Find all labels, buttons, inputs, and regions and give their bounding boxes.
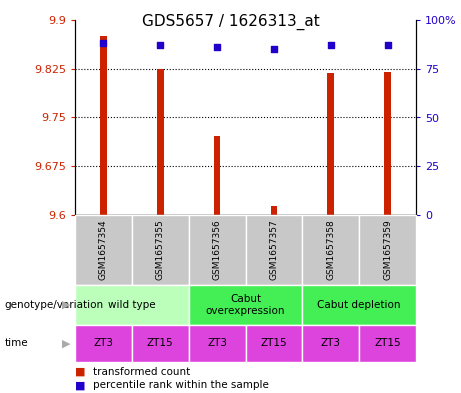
Text: time: time (5, 338, 28, 349)
Text: ZT3: ZT3 (207, 338, 227, 349)
Text: GSM1657356: GSM1657356 (213, 220, 222, 280)
Bar (327, 73, 334, 215)
Point (327, 42, 334, 48)
Point (213, 44, 221, 50)
Text: transformed count: transformed count (94, 367, 191, 377)
Text: GSM1657358: GSM1657358 (326, 220, 335, 280)
Text: ZT3: ZT3 (321, 338, 341, 349)
Bar (271, 206, 278, 215)
Text: ZT15: ZT15 (260, 338, 287, 349)
Text: ZT15: ZT15 (147, 338, 173, 349)
Text: ■: ■ (75, 380, 85, 390)
Text: ■: ■ (75, 367, 85, 377)
Text: ▶: ▶ (62, 300, 71, 310)
Bar (100, 36, 107, 215)
Text: ZT15: ZT15 (374, 338, 401, 349)
Bar (213, 136, 220, 215)
Text: wild type: wild type (108, 300, 156, 310)
Text: percentile rank within the sample: percentile rank within the sample (94, 380, 269, 390)
Text: ZT3: ZT3 (94, 338, 113, 349)
Point (384, 42, 391, 48)
Text: genotype/variation: genotype/variation (5, 300, 104, 310)
Text: GSM1657355: GSM1657355 (156, 220, 165, 280)
Bar (157, 69, 164, 215)
Text: GSM1657357: GSM1657357 (269, 220, 278, 280)
Text: GSM1657359: GSM1657359 (383, 220, 392, 280)
Bar (384, 72, 391, 215)
Text: Cabut
overexpression: Cabut overexpression (206, 294, 285, 316)
Text: GSM1657354: GSM1657354 (99, 220, 108, 280)
Point (157, 42, 164, 48)
Point (270, 46, 278, 52)
Text: ▶: ▶ (62, 338, 71, 349)
Point (100, 40, 107, 46)
Text: Cabut depletion: Cabut depletion (318, 300, 401, 310)
Text: GDS5657 / 1626313_at: GDS5657 / 1626313_at (142, 14, 319, 30)
